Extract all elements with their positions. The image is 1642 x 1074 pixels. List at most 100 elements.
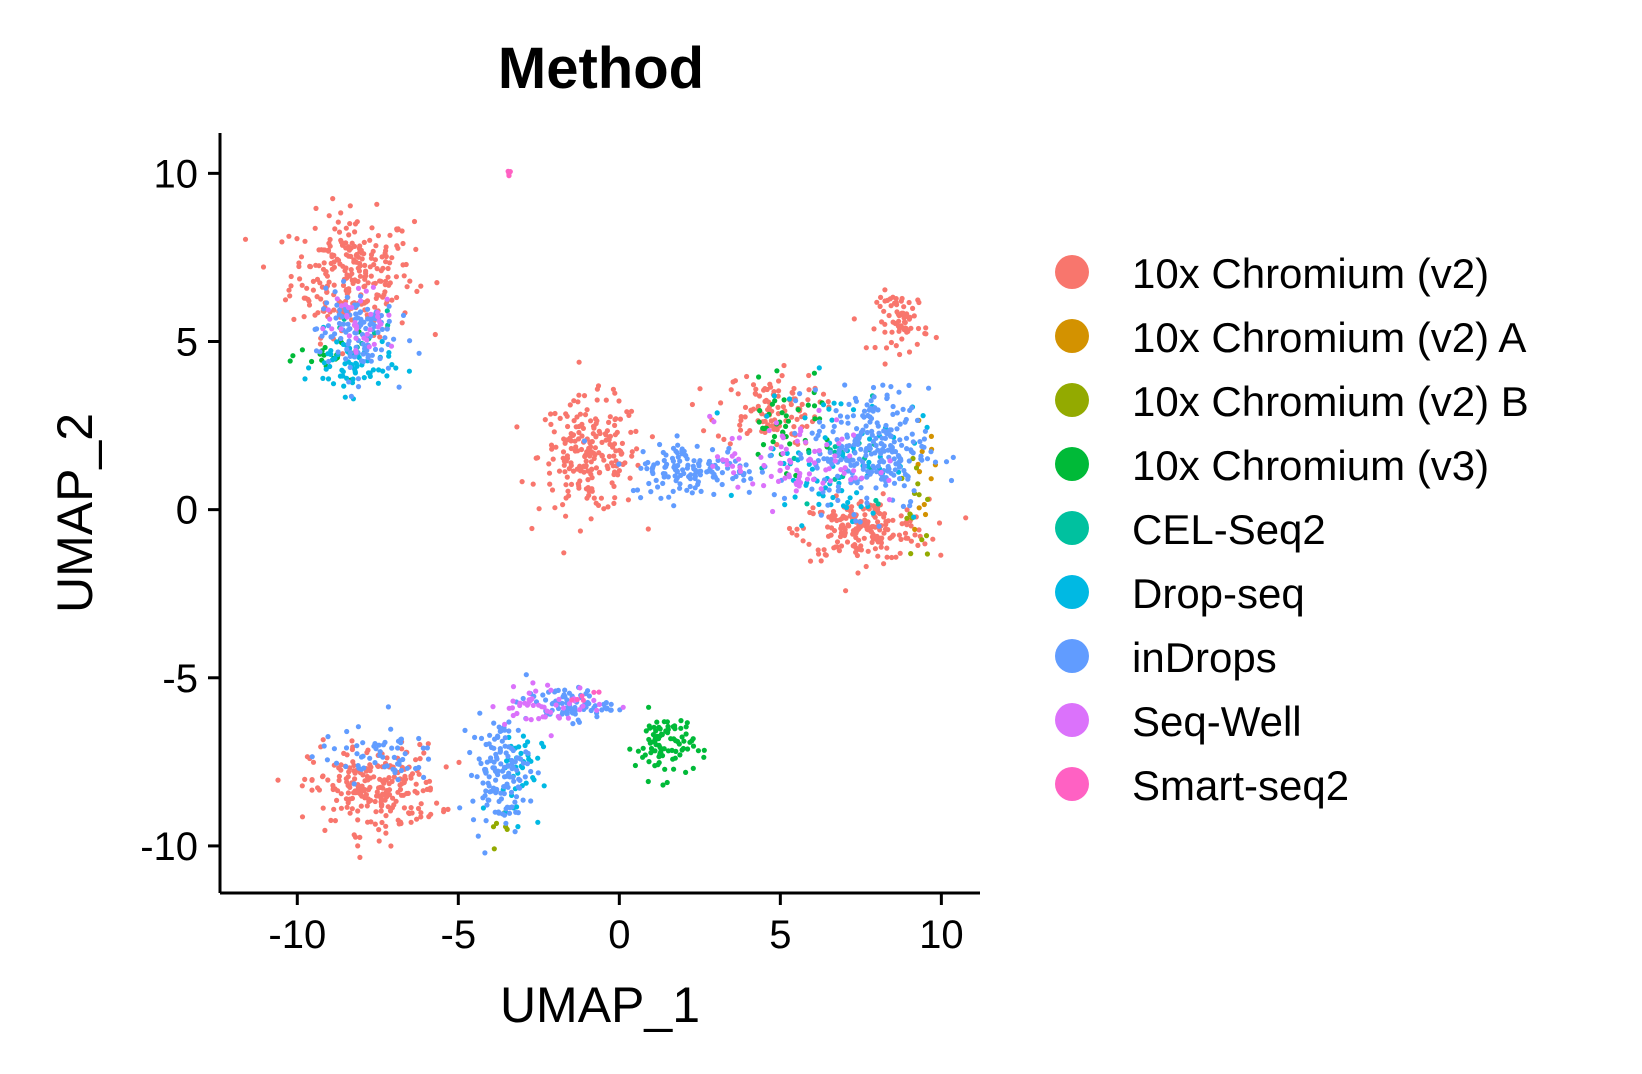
data-point <box>387 232 393 238</box>
data-point <box>928 449 934 455</box>
data-point <box>568 445 574 452</box>
data-point <box>646 723 652 729</box>
data-point <box>388 843 394 849</box>
data-point <box>746 469 752 475</box>
data-point <box>806 461 812 467</box>
data-point <box>884 430 890 437</box>
data-point <box>589 466 595 472</box>
data-point <box>529 696 535 702</box>
data-point <box>858 498 864 505</box>
data-point <box>894 410 900 416</box>
data-point <box>665 723 671 730</box>
data-point <box>889 449 895 455</box>
data-point <box>923 533 930 539</box>
data-point <box>788 459 794 465</box>
data-point <box>505 753 511 760</box>
data-point <box>309 754 315 760</box>
data-point <box>593 434 599 440</box>
data-point <box>336 773 342 780</box>
data-point <box>349 746 355 753</box>
data-point <box>510 698 516 704</box>
data-point <box>928 433 935 439</box>
data-point <box>883 522 889 528</box>
data-point <box>856 456 863 462</box>
data-point <box>882 298 888 304</box>
data-point <box>932 459 939 465</box>
data-point <box>861 535 867 541</box>
data-point <box>332 289 338 295</box>
data-point <box>363 273 369 279</box>
data-point <box>568 431 574 437</box>
data-point <box>368 358 374 364</box>
legend-item: inDrops <box>1055 634 1277 681</box>
data-point <box>470 817 477 823</box>
data-point <box>385 265 391 272</box>
data-point <box>560 705 567 711</box>
data-point <box>326 279 332 285</box>
data-point <box>726 445 732 452</box>
data-point <box>298 254 305 260</box>
data-point <box>385 788 391 794</box>
data-point <box>634 446 640 452</box>
data-point <box>413 781 419 787</box>
data-point <box>506 705 512 711</box>
data-point <box>644 466 650 472</box>
data-point <box>567 402 573 408</box>
data-point <box>711 419 717 425</box>
data-point <box>355 843 361 849</box>
data-point <box>578 465 584 471</box>
data-point <box>501 812 508 818</box>
data-point <box>816 491 822 497</box>
data-point <box>421 750 427 756</box>
data-point <box>792 430 798 436</box>
data-point <box>836 548 843 554</box>
data-point <box>383 278 389 284</box>
data-point <box>692 485 698 491</box>
data-point <box>825 399 831 405</box>
data-point <box>885 468 891 474</box>
data-point <box>654 733 660 740</box>
data-point <box>854 480 860 486</box>
data-point <box>310 759 317 765</box>
data-point <box>506 728 512 734</box>
data-point <box>689 401 696 408</box>
data-point <box>794 532 800 538</box>
data-point <box>857 519 863 525</box>
data-point <box>360 772 366 778</box>
data-point <box>514 424 520 430</box>
data-point <box>649 434 656 440</box>
data-point <box>340 373 346 379</box>
data-point <box>580 703 586 709</box>
legend-item: CEL-Seq2 <box>1055 506 1326 553</box>
data-point <box>633 428 639 434</box>
data-point <box>364 749 370 756</box>
data-point <box>483 788 489 794</box>
data-point <box>893 296 899 302</box>
data-point <box>349 806 355 812</box>
data-point <box>882 435 889 441</box>
data-point <box>818 558 824 564</box>
data-point <box>913 465 920 471</box>
data-point <box>770 508 776 515</box>
legend-item: Seq-Well <box>1055 698 1302 745</box>
data-point <box>853 530 859 536</box>
data-point <box>380 294 386 300</box>
data-point <box>347 221 353 227</box>
data-point <box>344 312 350 319</box>
data-point <box>585 477 591 483</box>
data-point <box>400 240 406 247</box>
data-point <box>901 315 907 321</box>
data-point <box>911 488 917 494</box>
data-point <box>389 745 395 751</box>
data-point <box>908 551 914 557</box>
data-point <box>412 788 418 794</box>
data-point <box>509 766 515 772</box>
data-point <box>768 418 774 424</box>
data-point <box>925 496 931 502</box>
data-point <box>583 463 589 469</box>
data-point <box>901 319 908 325</box>
data-point <box>912 526 918 533</box>
data-point <box>596 689 602 695</box>
data-point <box>690 736 696 742</box>
data-point <box>535 755 541 761</box>
